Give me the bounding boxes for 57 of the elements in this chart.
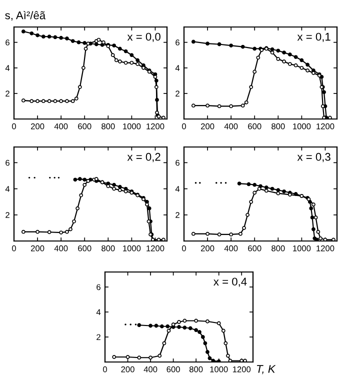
annotation: x = 0,1 (297, 32, 330, 42)
x-tick-label: 1000 (293, 123, 311, 130)
x-tick-label: 600 (78, 245, 92, 252)
x-tick-label: 1000 (210, 366, 228, 372)
x-tick-label: 1200 (146, 123, 164, 130)
x-tick-label: 1000 (123, 245, 141, 252)
y-tick-label: 4 (175, 65, 180, 71)
x-tick-label: 0 (182, 245, 186, 252)
x-tick-label: 200 (201, 123, 214, 130)
x-tick-label: 1200 (146, 245, 164, 252)
x-tick-label: 1000 (293, 245, 311, 252)
y-tick-label: 2 (6, 212, 10, 218)
y-tick-label: 4 (5, 65, 10, 71)
x-tick-label: 600 (248, 245, 262, 252)
y-tick-label: 4 (5, 186, 10, 192)
y-axis-title: s, Aì²/êã (5, 10, 46, 21)
x-tick-label: 200 (31, 245, 44, 252)
x-tick-label: 400 (224, 123, 238, 130)
x-tick-label: 600 (248, 123, 262, 130)
y-tick-label: 6 (176, 160, 180, 166)
x-tick-label: 0 (12, 245, 16, 252)
y-tick-label: 2 (176, 90, 180, 96)
x-tick-label: 600 (78, 123, 92, 130)
x-tick-label: 800 (272, 245, 285, 252)
x-tick-label: 0 (182, 123, 186, 130)
x-tick-label: 800 (272, 123, 285, 130)
x-tick-label: 0 (12, 123, 16, 130)
x-tick-label: 800 (189, 366, 203, 372)
x-tick-label: 200 (201, 245, 214, 252)
x-tick-label: 400 (144, 366, 158, 372)
y-tick-label: 2 (6, 90, 10, 96)
x-tick-label: 1000 (123, 123, 141, 130)
y-tick-label: 6 (6, 160, 10, 166)
x-tick-label: 400 (54, 123, 68, 130)
x-tick-label: 200 (121, 366, 134, 372)
y-tick-label: 4 (96, 309, 101, 316)
y-tick-label: 6 (6, 40, 10, 46)
x-tick-label: 600 (166, 366, 180, 372)
x-tick-label: 1200 (316, 123, 334, 130)
x-tick-label: 200 (31, 123, 44, 130)
x-tick-label: 400 (224, 245, 238, 252)
annotation: x = 0,3 (297, 152, 330, 162)
x-tick-label: 800 (102, 123, 115, 130)
y-tick-label: 4 (175, 186, 180, 192)
x-axis-title: T, K (256, 365, 276, 374)
y-tick-label: 2 (176, 212, 180, 218)
x-tick-label: 1200 (232, 366, 251, 372)
x-tick-label: 1200 (316, 245, 334, 252)
y-tick-label: 6 (176, 40, 180, 46)
x-tick-label: 0 (103, 366, 107, 372)
annotation: x = 0,2 (127, 152, 160, 162)
x-tick-label: 800 (102, 245, 115, 252)
y-tick-label: 2 (96, 334, 100, 340)
y-tick-label: 6 (96, 284, 100, 290)
annotation: x = 0,4 (214, 278, 247, 287)
x-tick-label: 400 (54, 245, 68, 252)
annotation: x = 0,0 (127, 32, 160, 42)
